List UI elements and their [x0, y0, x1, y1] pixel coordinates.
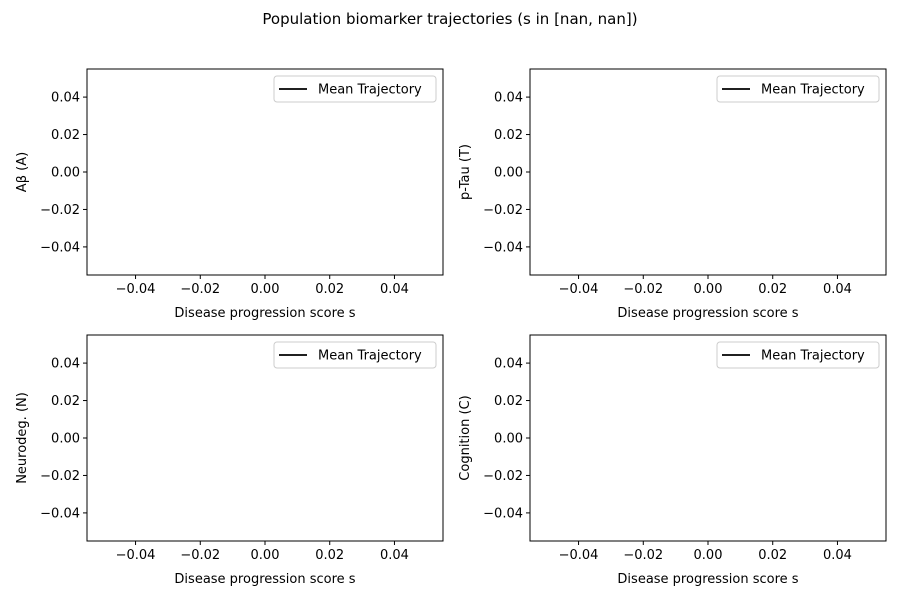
y-axis-label: Neurodeg. (N)	[15, 392, 30, 484]
x-tick-label: 0.02	[315, 282, 344, 297]
y-tick-label: 0.00	[51, 432, 80, 447]
y-tick-label: 0.00	[494, 432, 523, 447]
x-tick-label: 0.02	[758, 282, 787, 297]
y-tick-label: 0.04	[51, 357, 80, 372]
y-tick-label: 0.02	[51, 394, 80, 409]
x-tick-label: −0.04	[559, 548, 599, 563]
y-tick-label: −0.02	[40, 203, 80, 218]
y-tick-label: 0.00	[51, 166, 80, 181]
x-tick-label: 0.04	[380, 282, 409, 297]
x-tick-label: 0.00	[694, 282, 723, 297]
y-tick-label: −0.04	[40, 506, 80, 521]
y-tick-label: 0.04	[494, 357, 523, 372]
legend-label: Mean Trajectory	[318, 83, 422, 98]
x-tick-label: −0.04	[116, 282, 156, 297]
x-tick-label: −0.02	[180, 282, 220, 297]
x-tick-label: 0.04	[823, 282, 852, 297]
x-axis-label: Disease progression score s	[174, 306, 355, 321]
legend: Mean Trajectory	[273, 75, 437, 103]
subplot-neurodegeneration: −0.04 −0.02 0.00 0.02 0.04 0.04 0.02 0.00 −0.02 −…	[15, 334, 444, 587]
x-tick-label: −0.04	[559, 282, 599, 297]
y-tick-label: −0.02	[483, 203, 523, 218]
legend-box	[273, 341, 437, 369]
legend-box	[273, 75, 437, 103]
x-axis-label: Disease progression score s	[174, 572, 355, 587]
legend-label: Mean Trajectory	[761, 349, 865, 364]
x-tick-label: 0.00	[251, 548, 280, 563]
x-tick-label: 0.00	[251, 282, 280, 297]
y-tick-label: 0.04	[51, 91, 80, 106]
legend: Mean Trajectory	[716, 341, 880, 369]
x-tick-label: 0.04	[823, 548, 852, 563]
y-tick-label: 0.00	[494, 166, 523, 181]
y-tick-label: −0.02	[483, 469, 523, 484]
x-tick-label: 0.02	[315, 548, 344, 563]
x-tick-label: 0.00	[694, 548, 723, 563]
y-tick-label: −0.04	[483, 506, 523, 521]
x-axis-label: Disease progression score s	[617, 572, 798, 587]
y-tick-label: 0.04	[494, 91, 523, 106]
y-axis-label: Aβ (A)	[15, 152, 30, 192]
x-tick-label: −0.02	[623, 548, 663, 563]
subplot-ptau: −0.04 −0.02 0.00 0.02 0.04 0.04 0.02 0.00 −0.02 −…	[458, 68, 887, 321]
x-tick-label: −0.04	[116, 548, 156, 563]
y-axis-label: Cognition (C)	[458, 395, 473, 480]
x-tick-label: −0.02	[623, 282, 663, 297]
y-tick-label: 0.02	[494, 394, 523, 409]
x-axis-label: Disease progression score s	[617, 306, 798, 321]
legend: Mean Trajectory	[716, 75, 880, 103]
x-tick-label: 0.04	[380, 548, 409, 563]
legend-label: Mean Trajectory	[761, 83, 865, 98]
y-tick-label: 0.02	[51, 128, 80, 143]
y-tick-label: −0.04	[483, 240, 523, 255]
y-tick-label: −0.02	[40, 469, 80, 484]
y-tick-label: 0.02	[494, 128, 523, 143]
legend-box	[716, 341, 880, 369]
subplot-cognition: −0.04 −0.02 0.00 0.02 0.04 0.04 0.02 0.00 −0.02 −…	[458, 334, 887, 587]
y-tick-label: −0.04	[40, 240, 80, 255]
legend-box	[716, 75, 880, 103]
x-tick-label: 0.02	[758, 548, 787, 563]
figure-suptitle: Population biomarker trajectories (s in …	[262, 10, 637, 28]
legend-label: Mean Trajectory	[318, 349, 422, 364]
subplot-amyloid: −0.04 −0.02 0.00 0.02 0.04 0.04 0.02 0.00 −0.02 −…	[15, 68, 444, 321]
legend: Mean Trajectory	[273, 341, 437, 369]
y-axis-label: p-Tau (T)	[458, 144, 473, 200]
x-tick-label: −0.02	[180, 548, 220, 563]
